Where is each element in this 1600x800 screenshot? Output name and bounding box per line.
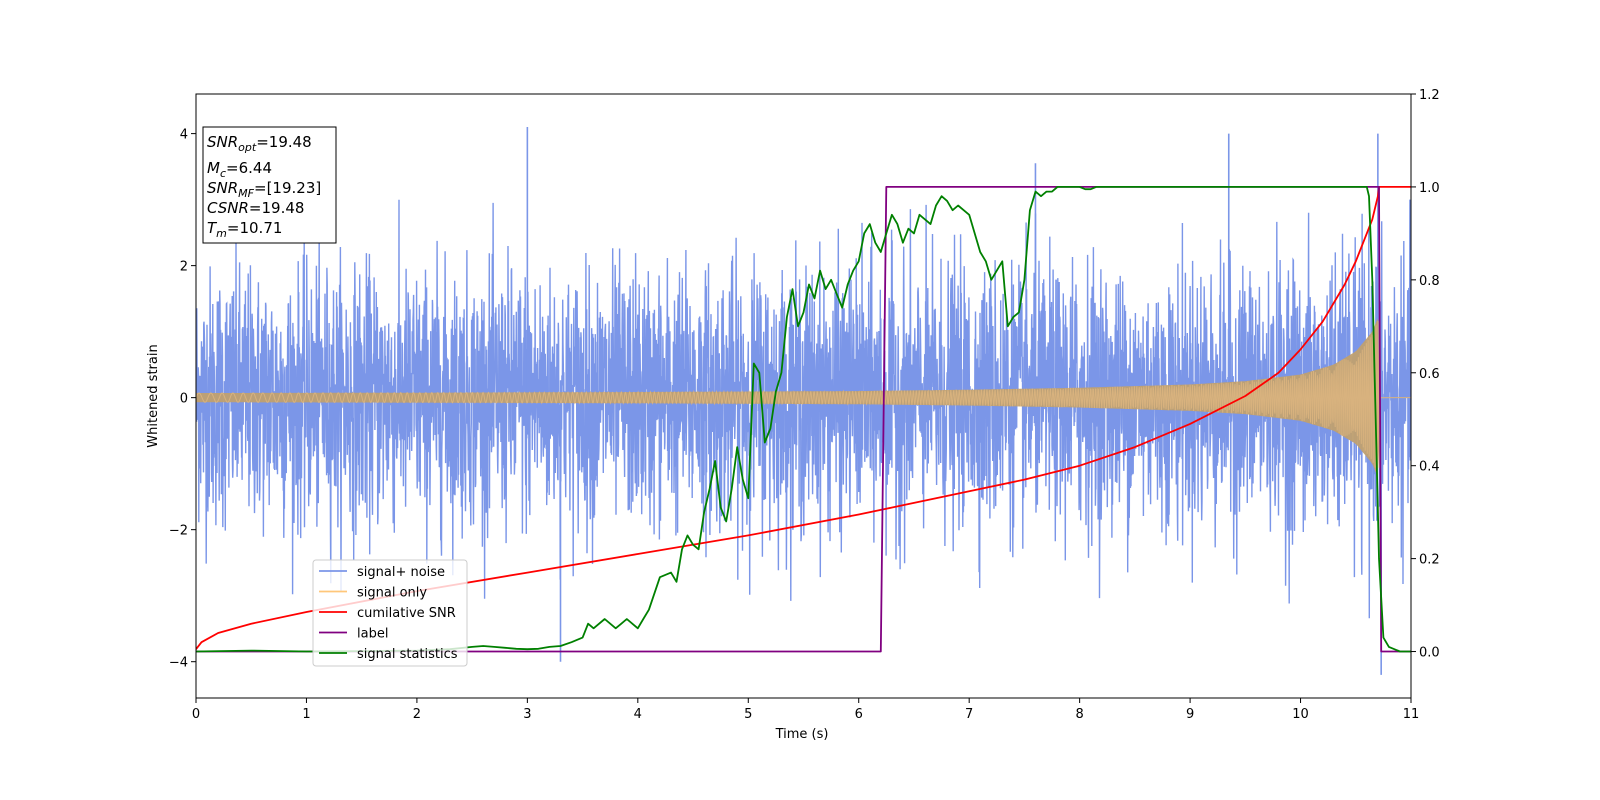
right-tick-label: 0.8 [1419, 274, 1440, 289]
x-tick-label: 0 [192, 707, 200, 722]
right-tick-label: 0.6 [1419, 367, 1440, 382]
signal-statistics-line [196, 186, 1411, 653]
legend-label: label [357, 627, 388, 642]
legend-label: signal+ noise [357, 565, 445, 580]
x-tick-label: 2 [413, 707, 421, 722]
x-tick-label: 4 [634, 707, 642, 722]
info-box-row: SNRMF=[19.23] [207, 179, 321, 200]
x-tick-label: 1 [302, 707, 310, 722]
plot-frame [195, 93, 1412, 699]
x-axis: 0 1 2 3 4 5 6 7 8 9 10 11 [192, 698, 1419, 722]
left-tick-label: −2 [169, 524, 188, 539]
signal-only-series [196, 318, 1411, 477]
signal-only-line [196, 320, 1411, 473]
legend-frame [312, 559, 468, 667]
info-box-row: Mc=6.44 [207, 159, 272, 180]
left-tick-label: −4 [169, 656, 188, 671]
x-tick-label: 6 [855, 707, 863, 722]
info-box-row: SNRopt=19.48 [207, 133, 312, 154]
right-tick-label: 1.2 [1419, 88, 1440, 103]
left-tick-label: 0 [180, 392, 188, 407]
x-tick-label: 8 [1075, 707, 1083, 722]
left-y-axis: −4 −2 0 2 4 [169, 128, 196, 671]
info-box: SNRopt=19.48 Mc=6.44SNRMF=[19.23]CSNR=19.… [202, 126, 337, 244]
right-tick-label: 0.0 [1419, 646, 1440, 661]
legend-label: signal statistics [357, 647, 458, 662]
info-box-row: Tm=10.71 [207, 219, 282, 240]
info-box-row: CSNR=19.48 [207, 199, 304, 217]
x-tick-label: 7 [965, 707, 973, 722]
right-tick-label: 0.4 [1419, 460, 1440, 475]
left-tick-label: 2 [180, 260, 188, 275]
right-tick-label: 1.0 [1419, 181, 1440, 196]
x-tick-label: 9 [1186, 707, 1194, 722]
x-tick-label: 10 [1292, 707, 1309, 722]
x-tick-label: 5 [744, 707, 752, 722]
x-tick-label: 3 [523, 707, 531, 722]
info-box-frame [202, 126, 337, 244]
x-tick-label: 11 [1403, 707, 1420, 722]
right-y-axis: 0.0 0.2 0.4 0.6 0.8 1.0 1.2 [1411, 88, 1440, 661]
legend-label: signal only [357, 586, 427, 601]
legend: signal+ noise signal only cumilative SNR la… [312, 559, 468, 667]
right-tick-label: 0.2 [1419, 553, 1440, 568]
left-tick-label: 4 [180, 128, 188, 143]
x-axis-label: Time (s) [775, 727, 829, 742]
legend-label: cumilative SNR [357, 606, 456, 621]
y-axis-label: Whitened strain [146, 344, 161, 447]
